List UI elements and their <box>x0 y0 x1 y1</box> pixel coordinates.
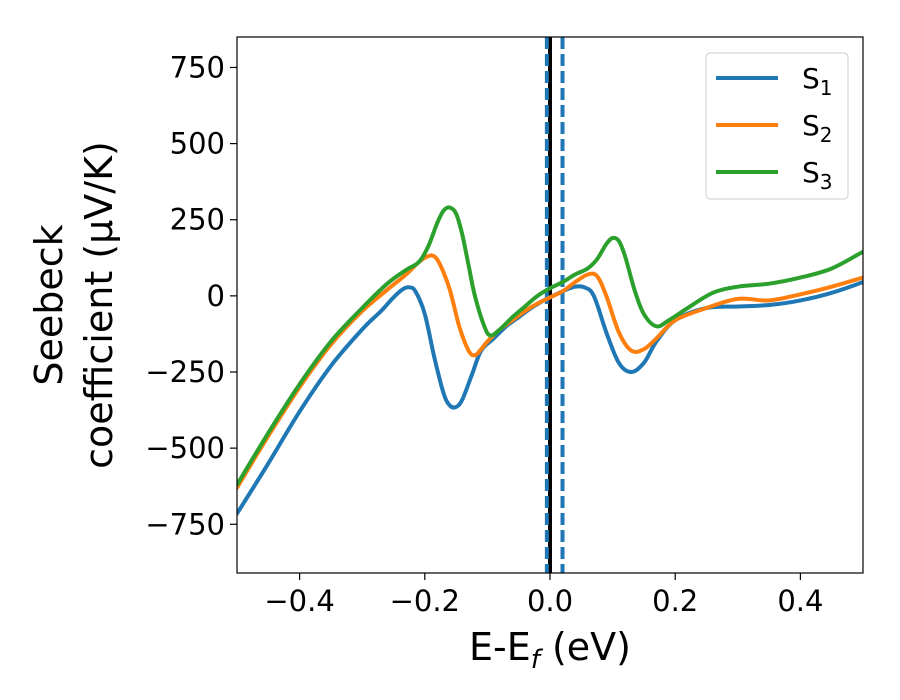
x-axis-label: E-Ef (eV) <box>469 625 631 675</box>
y-tick-label: 500 <box>170 127 225 161</box>
y-tick-label: −750 <box>145 507 225 541</box>
x-tick-label: 0.2 <box>652 584 698 618</box>
x-tick-label: −0.4 <box>264 584 334 618</box>
y-axis-label-line2: coefficient (μV/K) <box>77 141 121 469</box>
vertical-lines <box>544 37 565 573</box>
y-axis-label-line1: Seebeck <box>27 224 71 385</box>
legend: S1 S2 S3 <box>705 52 849 200</box>
x-tick-label: −0.2 <box>390 584 460 618</box>
legend-label-s3: S3 <box>802 156 833 194</box>
y-axis-ticks: −750 −500 −250 0 250 500 750 <box>145 50 237 541</box>
x-axis-ticks: −0.4 −0.2 0.0 0.2 0.4 <box>264 573 823 618</box>
y-tick-label: 750 <box>170 50 225 84</box>
series-line-s2 <box>237 253 863 490</box>
y-tick-label: 0 <box>207 279 225 313</box>
legend-label-s2: S2 <box>802 109 833 147</box>
series-lines <box>237 205 863 516</box>
x-tick-label: 0.0 <box>527 584 573 618</box>
y-tick-label: −250 <box>145 355 225 389</box>
y-tick-label: −500 <box>145 431 225 465</box>
series-line-s3 <box>237 205 863 487</box>
x-tick-label: 0.4 <box>777 584 823 618</box>
legend-label-s1: S1 <box>802 62 833 100</box>
y-tick-label: 250 <box>170 203 225 237</box>
